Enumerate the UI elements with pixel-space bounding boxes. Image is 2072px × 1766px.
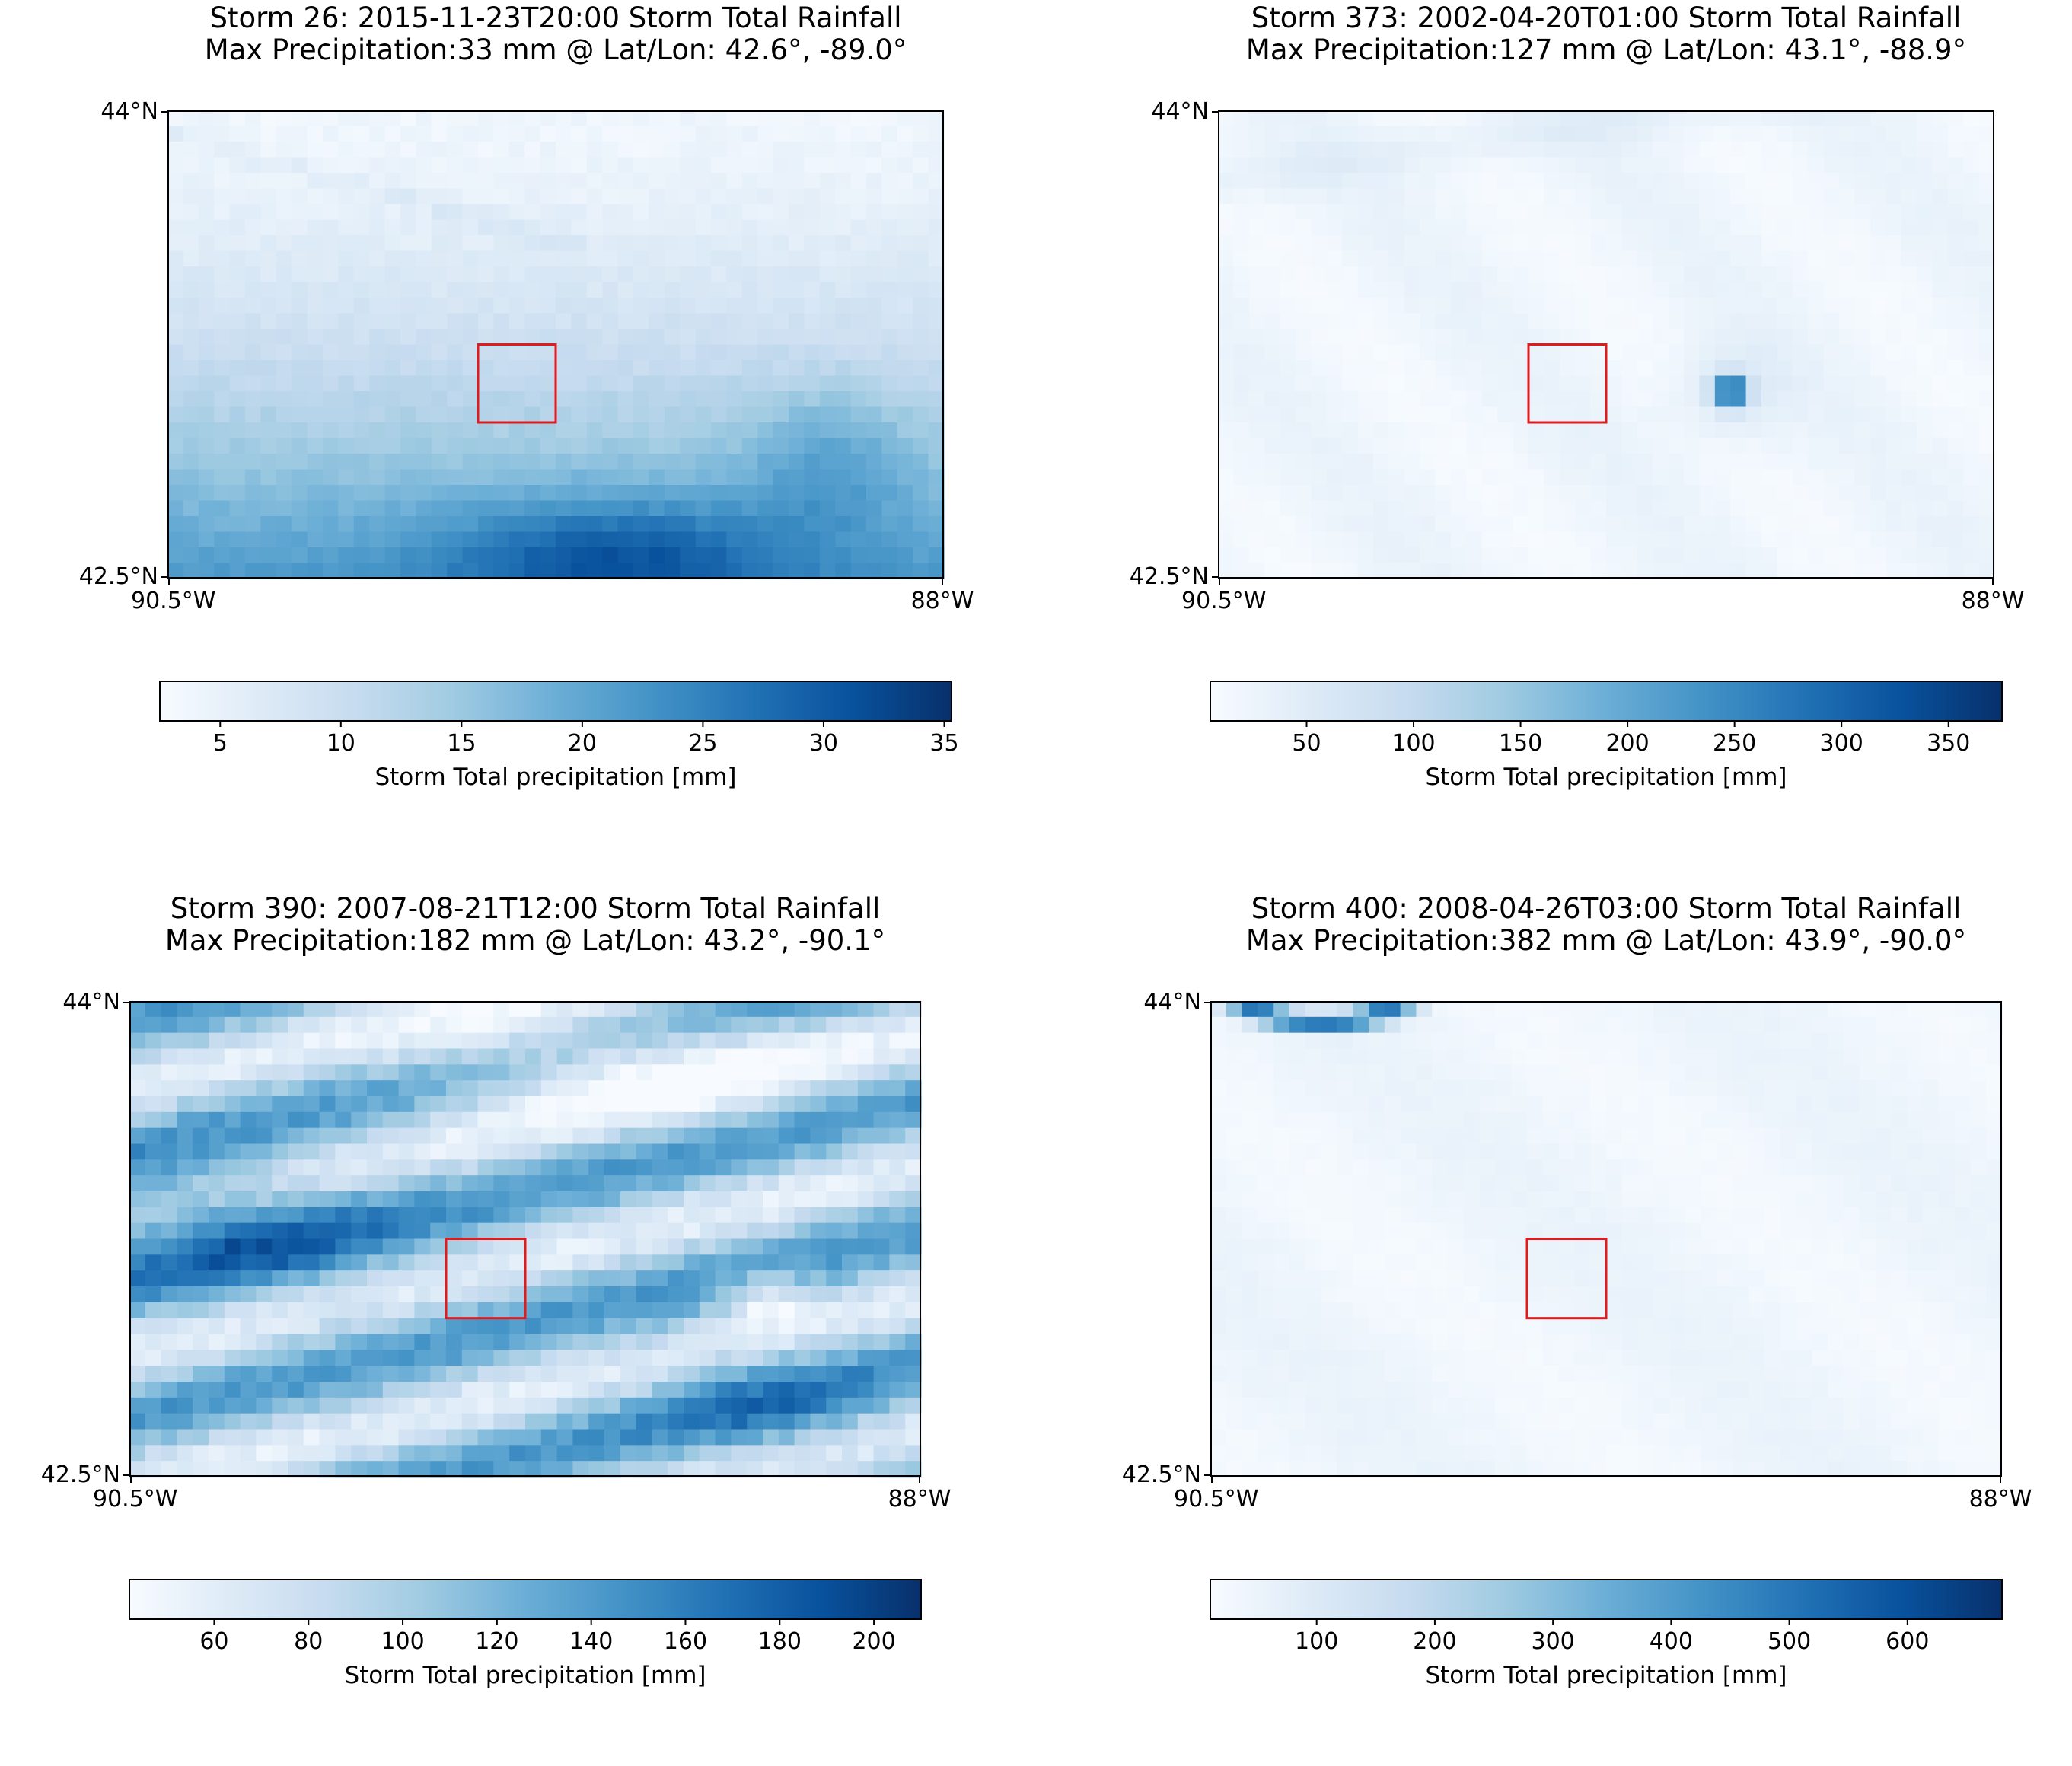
colorbar-tick-label: 50 <box>1268 732 1344 756</box>
colorbar-gradient <box>129 1580 921 1619</box>
colorbar-gradient <box>1210 681 2002 721</box>
colorbar-tick-label: 200 <box>1589 732 1666 756</box>
map-panel: Storm 400: 2008-04-26T03:00 Storm Total … <box>1050 891 2040 1766</box>
colorbar-label: Storm Total precipitation [mm] <box>160 763 952 791</box>
colorbar-tick-label: 25 <box>665 732 741 756</box>
map-panel: Storm 26: 2015-11-23T20:00 Storm Total R… <box>0 0 990 875</box>
colorbar-tick-label: 200 <box>836 1630 912 1654</box>
colorbar-tick-label: 140 <box>553 1630 630 1654</box>
colorbar-tick-label: 100 <box>1375 732 1452 756</box>
colorbar-tick-label: 160 <box>647 1630 723 1654</box>
colorbar-tick-label: 150 <box>1483 732 1559 756</box>
colorbar-tick-label: 100 <box>365 1630 441 1654</box>
colorbar-label: Storm Total precipitation [mm] <box>129 1662 921 1689</box>
colorbar-tick-label: 5 <box>182 732 258 756</box>
colorbar-tick-label: 20 <box>544 732 620 756</box>
map-panel: Storm 373: 2002-04-20T01:00 Storm Total … <box>1050 0 2040 875</box>
colorbar-tick-label: 60 <box>176 1630 252 1654</box>
colorbar-tick-label: 15 <box>423 732 499 756</box>
colorbar-label: Storm Total precipitation [mm] <box>1210 763 2002 791</box>
colorbar-tick-label: 180 <box>741 1630 818 1654</box>
map-panel: Storm 390: 2007-08-21T12:00 Storm Total … <box>0 891 990 1766</box>
colorbar-tick-label: 10 <box>303 732 379 756</box>
colorbar-tick-label: 350 <box>1911 732 1987 756</box>
colorbar-gradient <box>160 681 952 721</box>
colorbar-tick-label: 300 <box>1803 732 1879 756</box>
colorbar-tick-label: 30 <box>786 732 862 756</box>
colorbar-tick-label: 250 <box>1697 732 1773 756</box>
colorbar-tick-label: 80 <box>270 1630 346 1654</box>
colorbar-tick-label: 120 <box>459 1630 535 1654</box>
colorbar-tick-label: 35 <box>906 732 982 756</box>
